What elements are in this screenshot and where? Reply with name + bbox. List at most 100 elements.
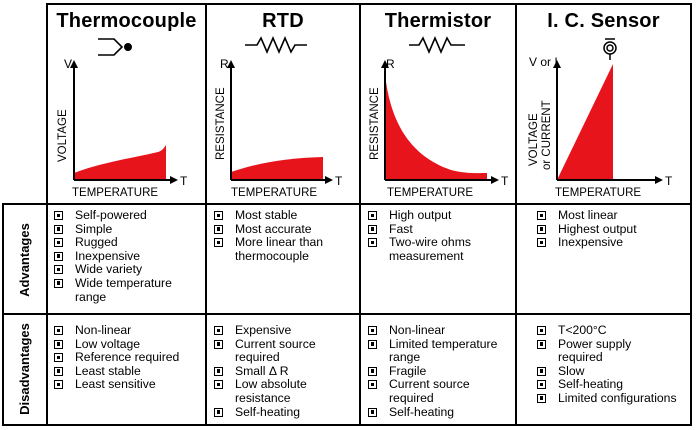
bullet-icon [214,339,223,349]
bullet-icon [368,339,377,349]
list-item: range [75,289,107,304]
x-axis-label: TEMPERATURE [555,187,641,199]
x-axis-arrow [325,176,333,184]
list-item: Non-linear [54,323,204,338]
disadvantages-rtd: Expensive Current source required Small … [214,323,359,420]
table-column-divider-0 [46,3,48,426]
y-axis-label: VOLTAGE [57,109,69,162]
table-bottom-border [2,424,692,426]
y-axis-label: RESISTANCE [369,87,381,160]
table-left-border [2,203,4,426]
bullet-icon [537,326,546,335]
list-item: Rugged [54,235,204,250]
bullet-icon [368,407,377,417]
list-item: measurement [389,248,464,263]
list-item: Self-heating [368,405,514,420]
bullet-icon [54,224,63,234]
bullet-icon [54,353,63,363]
bullet-icon [537,366,546,376]
bullet-icon [54,278,63,288]
bullet-icon [54,238,63,248]
list-item: required [235,350,280,365]
table-top-border [46,3,692,5]
list-item: Inexpensive [537,235,687,250]
bullet-icon [537,339,546,349]
list-item: Current source [368,378,514,392]
disadvantages-thermistor: Non-linear Limited temperature range Fra… [368,323,514,420]
bullet-icon [537,224,546,234]
list-item: Expensive [214,323,359,338]
x-axis-arrow [170,176,178,184]
advantages-thermistor: High output Fast Two-wire ohms measureme… [368,208,514,263]
column-title-thermocouple: Thermocouple [56,10,197,32]
bullet-icon [54,265,63,275]
list-item: Inexpensive [54,249,204,264]
disadvantages-thermocouple: Non-linear Low voltage Reference require… [54,323,204,392]
advantages-thermocouple: Self-powered Simple Rugged Inexpensive W… [54,208,204,304]
bullet-icon [214,407,223,417]
thermocouple-junction-icon [98,38,133,56]
list-item: Wide temperature [54,276,204,291]
bullet-icon [368,366,377,376]
bullet-icon [214,326,223,335]
list-item: required [558,350,603,365]
bullet-icon [214,366,223,376]
bullet-icon [537,393,546,403]
bullet-icon [54,380,63,390]
y-axis-symbol: V [64,57,72,71]
row-label-disadvantages: Disadvantages [17,323,32,415]
bullet-icon [54,366,63,376]
list-item: Small Δ R [214,364,359,379]
thermocouple-curve [74,145,166,180]
bullet-icon [537,211,546,220]
disadvantages-ic-sensor: T<200°C Power supply required Slow Self-… [537,323,689,406]
list-item: Slow [537,364,689,379]
thermistor-graph: R T TEMPERATURE RESISTANCE [369,35,509,199]
list-item: Simple [54,222,204,237]
bullet-icon [368,211,377,220]
bullet-icon [537,380,546,390]
x-axis-symbol: T [335,174,343,188]
y-axis-arrow [227,60,235,68]
ic-sensor-line [557,64,613,180]
column-title-rtd: RTD [262,10,304,32]
list-item: Most linear [537,208,687,223]
bullet-icon [54,251,63,261]
list-item: Fragile [368,364,514,379]
list-item: More linear than [214,235,359,250]
x-axis-arrow [655,176,663,184]
y-axis-label: VOLTAGE [528,113,540,166]
bullet-icon [214,238,223,248]
list-item: Two-wire ohms [368,235,514,250]
bullet-icon [368,326,377,335]
bullet-icon [537,238,546,248]
list-item: Least sensitive [54,378,204,392]
resistor-icon [245,35,307,55]
rtd-curve [231,157,323,180]
bullet-icon [54,339,63,349]
bullet-icon [54,211,63,220]
y-axis-symbol: V or I [529,55,558,69]
y-axis-symbol: R [220,57,229,71]
list-item: Self-heating [537,378,689,392]
list-item: Self-heating [214,405,359,420]
bullet-icon [214,380,223,390]
table-column-divider-3 [515,3,517,426]
list-item: Self-powered [54,208,204,223]
table-advantages-row-bottom-border [2,313,692,315]
bullet-icon [214,224,223,234]
list-item: Reference required [54,350,204,365]
list-item: Wide variety [54,263,204,277]
list-item: required [389,390,434,405]
y-axis-label-line2: or CURRENT [541,100,553,170]
resistor-icon [409,35,465,55]
list-item: Most accurate [214,222,359,237]
bullet-icon [368,380,377,390]
ic-sensor-icon [603,38,617,60]
row-label-advantages: Advantages [17,223,32,297]
rtd-graph: R T TEMPERATURE RESISTANCE [215,35,343,199]
bullet-icon [368,224,377,234]
ic-sensor-graph: V or I T TEMPERATURE VOLTAGE or CURRENT [528,38,673,199]
list-item: T<200°C [537,323,689,338]
thermistor-curve [385,74,487,180]
